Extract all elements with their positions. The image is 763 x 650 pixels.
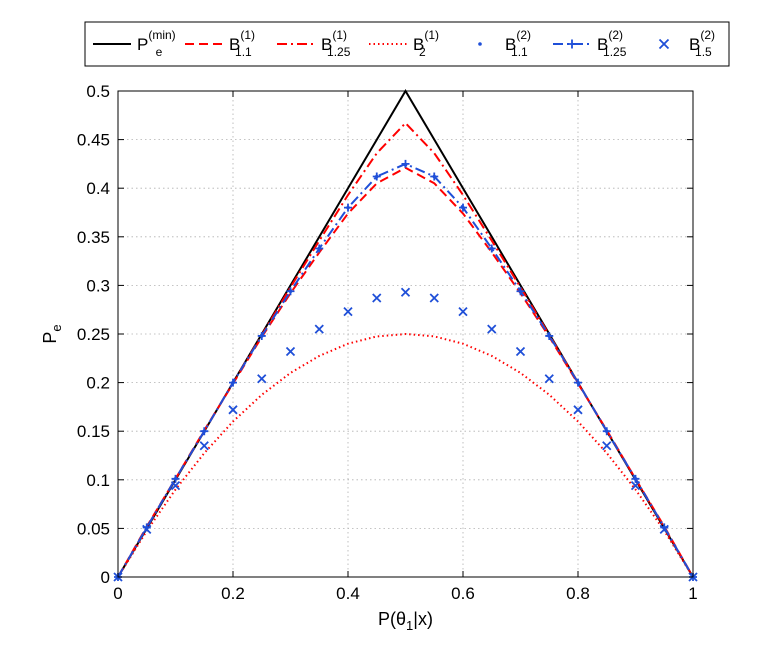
data-point — [400, 287, 411, 297]
x-tick-label: 0.2 — [221, 584, 245, 603]
data-point — [257, 331, 266, 340]
data-point — [228, 405, 238, 415]
x-tick-label: 1 — [688, 584, 697, 603]
legend-entry-4: B(2) 1.1 — [478, 28, 531, 59]
data-point — [567, 39, 577, 49]
data-point — [544, 374, 554, 384]
legend-label: B(1) 2 — [413, 28, 439, 59]
legend-label: P(min) e — [137, 28, 176, 59]
data-point — [487, 244, 496, 253]
data-point — [545, 331, 554, 340]
data-point — [200, 427, 209, 436]
data-point — [573, 405, 583, 415]
legend-label: B(2) 1.1 — [505, 28, 531, 59]
y-tick-label: 0.25 — [77, 325, 110, 344]
series-2 — [117, 121, 694, 578]
y-tick-label: 0.2 — [86, 374, 110, 393]
series-5 — [114, 159, 697, 581]
data-point — [630, 480, 641, 491]
data-point — [170, 480, 181, 491]
data-point — [602, 427, 611, 436]
data-point — [430, 172, 439, 181]
x-tick-label: 0 — [113, 584, 122, 603]
axis-ticks: 0 0.2 0.4 0.6 0.8 1 0 0.05 0.1 0.15 0.2 0.25 0.3 0.35… — [77, 82, 698, 603]
series-1 — [117, 166, 694, 578]
x-tick-label: 0.8 — [566, 584, 590, 603]
x-tick-label: 0.6 — [451, 584, 475, 603]
data-point — [459, 203, 467, 212]
legend-entry-6: B(2) 1.5 — [658, 28, 715, 59]
y-axis-title: Pe — [40, 324, 64, 343]
data-point — [429, 293, 439, 303]
series-line — [117, 121, 694, 578]
data-point — [344, 203, 352, 212]
x-axis-label: P(θ1|x) — [378, 609, 433, 633]
data-point — [478, 42, 482, 46]
legend-entry-3: B(1) 2 — [369, 28, 439, 59]
data-point — [286, 287, 295, 296]
data-point — [171, 474, 180, 483]
legend: P(min) e B(1) 1.1 B(1) 1.25 B(1) 2 B(2) 1.1 B(2) 1.… — [84, 21, 730, 67]
data-point — [659, 524, 669, 535]
y-tick-label: 0.15 — [77, 422, 110, 441]
y-tick-label: 0.4 — [86, 179, 110, 198]
y-tick-label: 0.35 — [77, 228, 110, 247]
data-point — [487, 324, 497, 334]
legend-entry-0: P(min) e — [93, 28, 176, 59]
data-point — [229, 378, 237, 387]
data-point — [315, 244, 324, 253]
x-axis-title: P(θ1|x) — [378, 609, 433, 633]
data-point — [574, 378, 582, 387]
x-tick-label: 0.4 — [336, 584, 360, 603]
legend-entry-5: B(2) 1.25 — [553, 28, 627, 59]
y-axis-label: Pe — [40, 324, 64, 343]
legend-label: B(2) 1.25 — [597, 28, 627, 59]
y-tick-label: 0 — [101, 568, 110, 587]
data-point — [516, 287, 525, 296]
data-point — [314, 324, 324, 334]
data-point — [343, 307, 353, 317]
legend-label: B(1) 1.1 — [229, 28, 255, 59]
series-layer — [113, 89, 698, 582]
data-point — [372, 172, 381, 181]
data-point — [142, 524, 152, 535]
data-point — [602, 441, 612, 451]
y-tick-label: 0.5 — [86, 82, 110, 101]
data-point — [658, 38, 670, 50]
grid — [118, 91, 693, 577]
series-line — [117, 332, 694, 578]
data-point — [401, 159, 410, 168]
series-3 — [117, 332, 694, 578]
data-point — [285, 346, 296, 357]
data-point — [199, 441, 209, 451]
y-tick-label: 0.45 — [77, 131, 110, 150]
legend-label: B(1) 1.25 — [321, 28, 351, 59]
series-line — [117, 166, 694, 578]
data-point — [515, 346, 526, 357]
y-tick-label: 0.05 — [77, 519, 110, 538]
series-4 — [116, 163, 695, 579]
data-point — [372, 293, 382, 303]
legend-entry-1: B(1) 1.1 — [185, 28, 255, 59]
data-point — [257, 374, 267, 384]
series-line — [117, 162, 694, 578]
y-tick-label: 0.3 — [86, 276, 110, 295]
y-tick-label: 0.1 — [86, 471, 110, 490]
data-point — [631, 474, 640, 483]
data-point — [458, 307, 468, 317]
legend-entry-2: B(1) 1.25 — [277, 28, 351, 59]
legend-label: B(2) 1.5 — [689, 28, 715, 59]
